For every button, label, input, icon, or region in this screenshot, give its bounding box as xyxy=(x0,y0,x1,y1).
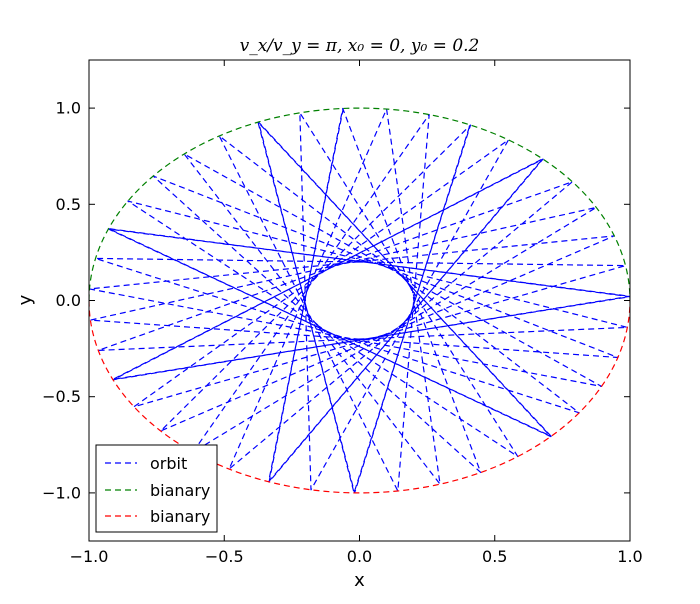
y-tick-label: 0.5 xyxy=(56,195,81,214)
y-tick-label: 0.0 xyxy=(56,291,81,310)
x-tick-label: −0.5 xyxy=(205,547,244,566)
x-tick-label: 1.0 xyxy=(617,547,642,566)
y-tick-label: −1.0 xyxy=(42,483,81,502)
legend: orbit bianary bianary xyxy=(95,444,218,533)
series-layer xyxy=(89,107,630,494)
bianary-lower-arc xyxy=(89,300,630,494)
legend-box xyxy=(95,444,218,533)
chart-title: v_x/v_y = π, x₀ = 0, y₀ = 0.2 xyxy=(240,36,480,56)
y-tick-label: 1.0 xyxy=(56,99,81,118)
legend-label-bianary-upper: bianary xyxy=(150,481,210,500)
x-tick-label: 0.5 xyxy=(482,547,507,566)
y-axis-label: y xyxy=(15,294,36,305)
x-axis-label: x xyxy=(354,570,365,591)
legend-label-orbit: orbit xyxy=(150,454,187,473)
x-tick-label: 0.0 xyxy=(347,547,372,566)
bianary-upper-arc xyxy=(89,107,630,301)
y-tick-label: −0.5 xyxy=(42,387,81,406)
ticks-layer: −1.0 −0.5 0.0 0.5 1.0 −1.0 −0.5 0.0 0.5 1.0 xyxy=(42,60,643,566)
x-tick-label: −1.0 xyxy=(70,547,109,566)
legend-label-bianary-lower: bianary xyxy=(150,507,210,526)
